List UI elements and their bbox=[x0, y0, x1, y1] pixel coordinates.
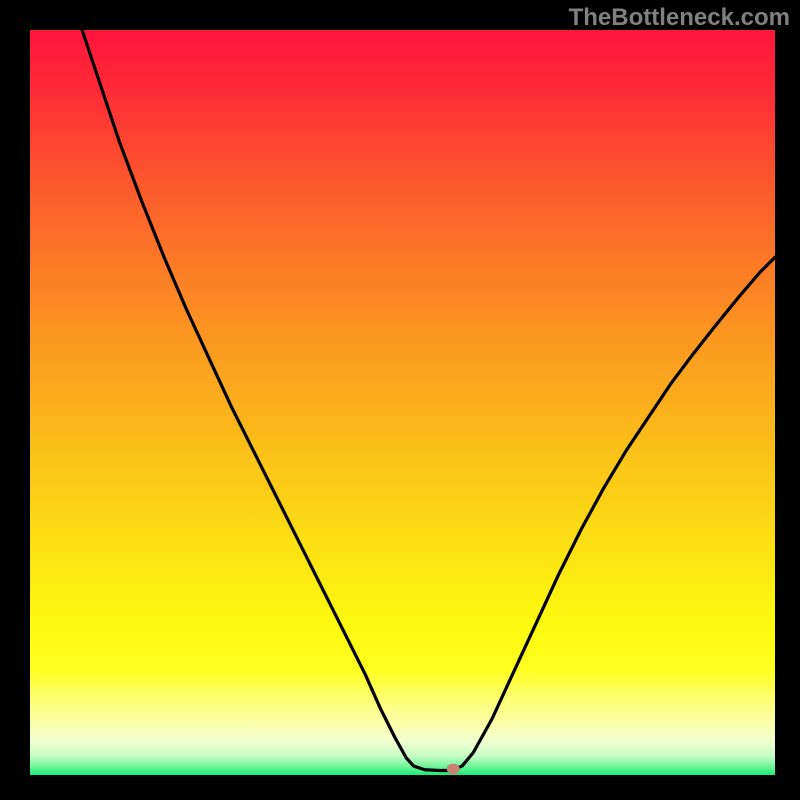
optimal-point-marker bbox=[447, 764, 460, 775]
chart-container: { "watermark": { "text": "TheBottleneck.… bbox=[0, 0, 800, 800]
bottleneck-curve-chart bbox=[0, 0, 800, 800]
watermark-text: TheBottleneck.com bbox=[569, 4, 790, 32]
gradient-background bbox=[30, 30, 775, 775]
